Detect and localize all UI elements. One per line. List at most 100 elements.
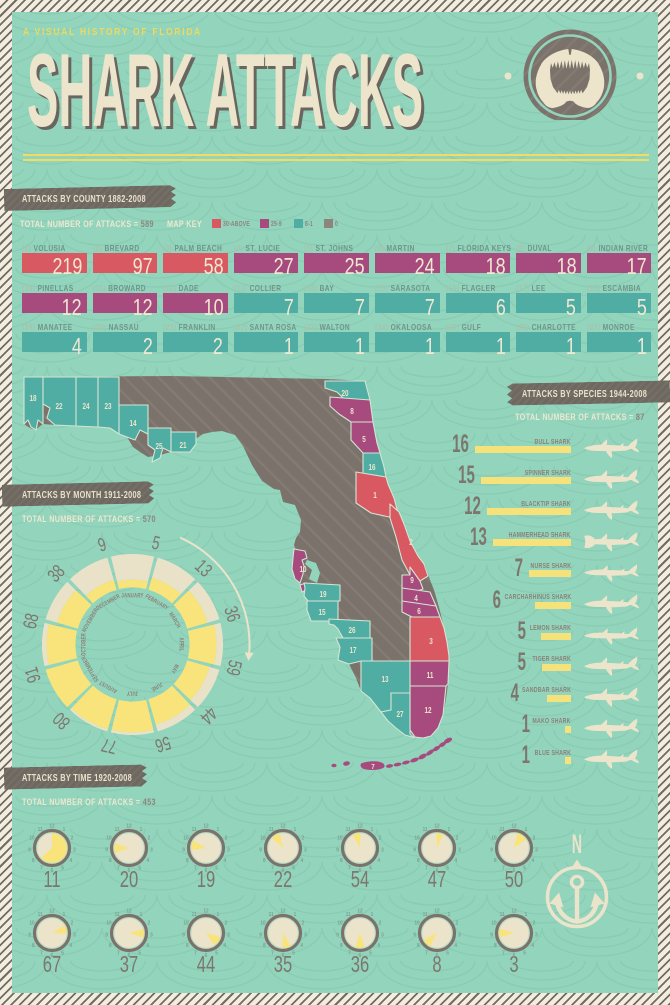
svg-text:9: 9 [182,847,185,854]
svg-text:9: 9 [28,847,31,854]
svg-text:12: 12 [280,823,285,830]
svg-text:6: 6 [513,868,516,875]
svg-text:8: 8 [186,943,189,950]
svg-text:6: 6 [359,953,362,960]
svg-text:3: 3 [535,932,538,939]
svg-text:8: 8 [186,858,189,865]
svg-text:23: 23 [104,401,111,411]
svg-text:1: 1 [217,826,220,833]
svg-text:4: 4 [69,943,72,950]
svg-text:12: 12 [511,908,516,915]
svg-text:10: 10 [29,835,34,842]
svg-text:77: 77 [99,734,119,759]
svg-text:8: 8 [109,943,112,950]
svg-text:12: 12 [126,823,131,830]
svg-text:1: 1 [294,826,297,833]
svg-text:7: 7 [502,950,505,957]
svg-text:6: 6 [205,953,208,960]
svg-text:6: 6 [282,953,285,960]
svg-text:56: 56 [153,732,174,757]
svg-text:5: 5 [369,950,372,957]
svg-text:5: 5 [369,865,372,872]
svg-text:8: 8 [350,406,354,416]
svg-text:3: 3 [458,932,461,939]
svg-text:5: 5 [61,865,64,872]
svg-text:11: 11 [423,826,428,833]
svg-text:1: 1 [140,826,143,833]
svg-text:6: 6 [128,953,131,960]
svg-text:10: 10 [106,920,111,927]
svg-text:JULY: JULY [127,689,139,696]
svg-text:10: 10 [337,835,342,842]
svg-text:5: 5 [523,865,526,872]
svg-text:10: 10 [414,835,419,842]
svg-text:8: 8 [417,858,420,865]
svg-text:3: 3 [150,932,153,939]
svg-text:7: 7 [348,865,351,872]
svg-text:2: 2 [302,920,305,927]
svg-text:13: 13 [381,674,388,684]
svg-text:2: 2 [533,920,536,927]
svg-text:APRIL: APRIL [177,637,184,651]
svg-text:18: 18 [29,393,36,403]
svg-text:6: 6 [205,868,208,875]
svg-text:9: 9 [413,847,416,854]
svg-text:5: 5 [138,950,141,957]
svg-text:1: 1 [373,490,377,500]
svg-text:4: 4 [377,858,380,865]
svg-text:10: 10 [491,920,496,927]
svg-text:8: 8 [494,943,497,950]
svg-text:7: 7 [271,950,274,957]
svg-text:7: 7 [117,950,120,957]
svg-text:1: 1 [525,911,528,918]
svg-text:1: 1 [371,911,374,918]
svg-text:4: 4 [146,858,149,865]
svg-text:1: 1 [217,911,220,918]
svg-text:9: 9 [410,575,414,585]
svg-text:2: 2 [456,835,459,842]
svg-text:2: 2 [71,920,74,927]
svg-text:8: 8 [32,858,35,865]
svg-text:2: 2 [379,920,382,927]
svg-text:6: 6 [436,868,439,875]
svg-text:7: 7 [371,763,374,771]
svg-text:4: 4 [300,858,303,865]
svg-text:4: 4 [300,943,303,950]
svg-text:19: 19 [319,589,326,599]
svg-text:91: 91 [20,665,45,686]
svg-text:9: 9 [490,847,493,854]
svg-text:1: 1 [63,911,66,918]
svg-text:5: 5 [61,950,64,957]
svg-text:10: 10 [299,564,306,574]
svg-text:27: 27 [396,709,403,719]
svg-text:N: N [572,829,582,859]
svg-text:9: 9 [28,932,31,939]
svg-text:9: 9 [336,847,339,854]
svg-text:59: 59 [222,658,247,678]
svg-text:2: 2 [148,835,151,842]
svg-text:3: 3 [381,932,384,939]
svg-text:2: 2 [225,920,228,927]
svg-text:1: 1 [525,826,528,833]
svg-text:5: 5 [362,434,366,444]
svg-text:12: 12 [203,908,208,915]
svg-text:12: 12 [434,823,439,830]
svg-text:7: 7 [194,950,197,957]
svg-text:11: 11 [269,911,274,918]
svg-text:6: 6 [513,953,516,960]
svg-text:5: 5 [215,950,218,957]
svg-text:4: 4 [454,943,457,950]
svg-text:5: 5 [446,865,449,872]
svg-text:6: 6 [51,868,54,875]
svg-text:3: 3 [227,932,230,939]
svg-text:4: 4 [223,858,226,865]
svg-text:11: 11 [115,826,120,833]
svg-text:7: 7 [271,865,274,872]
svg-text:11: 11 [423,911,428,918]
svg-text:8: 8 [340,858,343,865]
svg-text:4: 4 [531,943,534,950]
svg-text:12: 12 [511,823,516,830]
svg-text:8: 8 [340,943,343,950]
svg-text:15: 15 [318,607,325,617]
svg-text:10: 10 [260,920,265,927]
